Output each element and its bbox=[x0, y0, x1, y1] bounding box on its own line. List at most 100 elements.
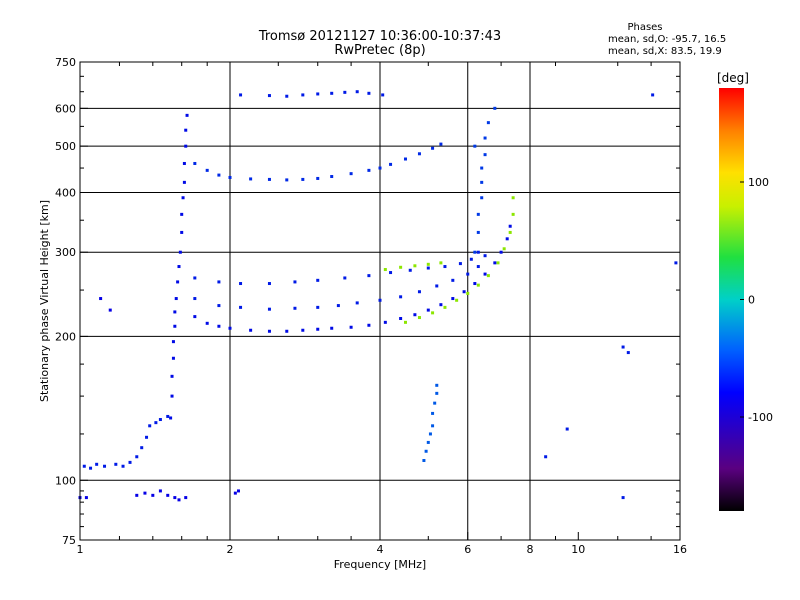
x-tick-label: 8 bbox=[527, 543, 534, 556]
data-point bbox=[148, 424, 152, 428]
data-point bbox=[330, 91, 334, 95]
data-point bbox=[166, 414, 170, 418]
data-point bbox=[180, 230, 184, 234]
data-point bbox=[626, 351, 630, 355]
y-tick-label: 75 bbox=[62, 534, 76, 547]
data-point bbox=[476, 212, 480, 216]
data-point bbox=[95, 462, 99, 466]
data-point bbox=[367, 323, 371, 327]
data-point bbox=[170, 374, 174, 378]
colorbar-label: [deg] bbox=[717, 71, 749, 85]
data-point bbox=[480, 166, 484, 170]
stats-line-x: mean, sd,X: 83.5, 19.9 bbox=[608, 46, 722, 57]
data-point bbox=[451, 278, 455, 282]
data-point bbox=[143, 491, 147, 495]
data-point bbox=[103, 464, 107, 468]
data-point bbox=[483, 272, 487, 276]
data-point bbox=[422, 458, 426, 462]
stats-line-o: mean, sd,O: -95.7, 16.5 bbox=[608, 34, 726, 45]
y-tick-label: 750 bbox=[55, 56, 76, 69]
data-point bbox=[378, 298, 382, 302]
data-point bbox=[217, 173, 221, 177]
data-point bbox=[483, 153, 487, 157]
data-point bbox=[355, 301, 359, 305]
x-tick-label: 16 bbox=[673, 543, 687, 556]
axis-ticks: 1 2 4 6 8 10 16 75 100 200 300 400 500 600 750 bbox=[55, 56, 687, 556]
data-point bbox=[383, 268, 387, 272]
data-point bbox=[343, 90, 347, 94]
colorbar-ticks: 100 0 -100 bbox=[740, 176, 773, 424]
data-point bbox=[413, 264, 417, 268]
colorbar-tick-label: -100 bbox=[748, 411, 773, 424]
data-point bbox=[182, 180, 186, 184]
data-point bbox=[267, 329, 271, 333]
data-point bbox=[176, 280, 180, 284]
data-point bbox=[381, 93, 385, 97]
data-point bbox=[511, 196, 515, 200]
data-point bbox=[135, 455, 139, 459]
data-point bbox=[483, 136, 487, 140]
data-point bbox=[431, 411, 435, 415]
data-point bbox=[466, 272, 470, 276]
x-tick-label: 10 bbox=[571, 543, 585, 556]
x-axis-label: Frequency [MHz] bbox=[334, 558, 426, 571]
data-point bbox=[301, 328, 305, 332]
data-point bbox=[158, 418, 162, 422]
data-point bbox=[476, 283, 480, 287]
data-point bbox=[403, 320, 407, 324]
data-point bbox=[544, 455, 548, 459]
x-tick-label: 2 bbox=[227, 543, 234, 556]
y-axis-label: Stationary phase Virtual Height [km] bbox=[38, 200, 51, 402]
data-point bbox=[239, 282, 243, 286]
data-point bbox=[316, 278, 320, 282]
data-point bbox=[249, 177, 253, 181]
data-point bbox=[399, 265, 403, 269]
data-point bbox=[469, 257, 473, 261]
data-point bbox=[426, 262, 430, 266]
data-point bbox=[493, 261, 497, 265]
data-point bbox=[433, 401, 437, 405]
chart-title: Tromsø 20121127 10:36:00-10:37:43 bbox=[258, 29, 501, 44]
data-point bbox=[205, 321, 209, 325]
y-tick-label: 300 bbox=[55, 246, 76, 259]
data-point bbox=[428, 432, 432, 436]
data-point bbox=[316, 176, 320, 180]
data-point bbox=[140, 446, 144, 450]
data-point bbox=[184, 496, 188, 500]
data-point bbox=[181, 196, 185, 200]
data-point bbox=[82, 464, 86, 468]
data-point bbox=[151, 493, 155, 497]
data-point bbox=[193, 161, 197, 165]
y-tick-label: 600 bbox=[55, 102, 76, 115]
data-point bbox=[408, 268, 412, 272]
data-point bbox=[285, 329, 289, 333]
data-point bbox=[301, 177, 305, 181]
data-point bbox=[508, 224, 512, 228]
data-point bbox=[511, 212, 515, 216]
data-point bbox=[466, 291, 470, 295]
data-point bbox=[435, 383, 439, 387]
data-point bbox=[651, 93, 655, 97]
data-point bbox=[170, 394, 174, 398]
data-point bbox=[171, 340, 175, 344]
data-point bbox=[158, 489, 162, 493]
data-point bbox=[267, 307, 271, 311]
data-point bbox=[426, 440, 430, 444]
data-point bbox=[316, 305, 320, 309]
data-point bbox=[173, 324, 177, 328]
data-point bbox=[499, 250, 503, 254]
data-point bbox=[84, 496, 88, 500]
data-point bbox=[496, 261, 500, 265]
colorbar bbox=[719, 88, 744, 511]
data-point bbox=[184, 128, 188, 132]
data-point bbox=[486, 274, 490, 278]
data-point bbox=[205, 168, 209, 172]
data-point bbox=[180, 212, 184, 216]
data-point bbox=[443, 265, 447, 269]
data-point bbox=[169, 416, 173, 420]
data-point bbox=[267, 177, 271, 181]
data-point bbox=[267, 94, 271, 98]
data-point bbox=[417, 152, 421, 156]
data-point bbox=[349, 172, 353, 176]
data-point bbox=[480, 180, 484, 184]
